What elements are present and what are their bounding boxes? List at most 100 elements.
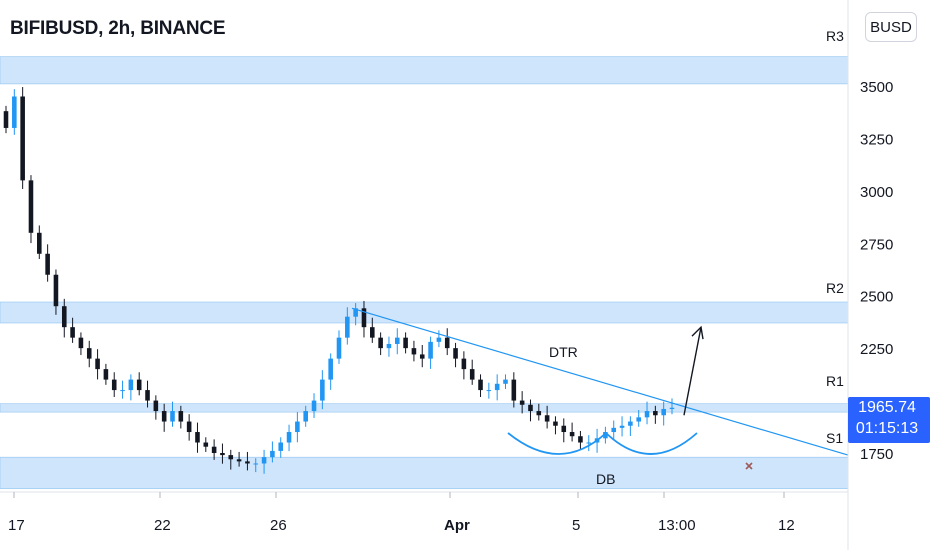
y-tick-label: 2250 <box>860 341 893 358</box>
candle-body <box>603 432 608 439</box>
candle-body <box>245 461 250 464</box>
candle-body <box>636 417 641 422</box>
candle-body <box>170 411 175 422</box>
y-tick-label: 3500 <box>860 79 893 96</box>
candle-body <box>111 379 117 391</box>
candle-body <box>186 421 192 433</box>
zone-labels: R3 R2 R1 S1 <box>826 28 844 446</box>
candle-body <box>536 411 542 416</box>
breakout-arrow <box>683 327 702 416</box>
currency-badge[interactable]: BUSD <box>865 12 917 42</box>
candle-body <box>61 306 67 328</box>
candle-body <box>444 337 450 349</box>
candle-body <box>86 348 92 359</box>
candle-body <box>78 337 84 349</box>
candle-body <box>153 400 159 412</box>
last-price-tag: 1965.74 01:15:13 <box>848 397 930 443</box>
candle-body <box>628 421 633 426</box>
candle-body <box>228 455 234 460</box>
candle-body <box>261 457 267 464</box>
candle-body <box>161 411 167 422</box>
candle-body <box>53 274 59 307</box>
candle-body <box>378 337 383 349</box>
candle-body <box>3 111 9 128</box>
candle-body <box>561 425 567 433</box>
x-tick-label: 5 <box>572 517 580 534</box>
x-tick-label: 22 <box>154 517 171 534</box>
descending-trendline <box>351 307 849 456</box>
last-price-value: 1965.74 <box>858 399 916 416</box>
candle-body <box>220 453 225 456</box>
candle-body <box>178 411 184 422</box>
candle-body <box>669 407 675 409</box>
candle-body <box>20 96 25 181</box>
zone-label-r3: R3 <box>826 28 844 44</box>
candle-body <box>586 442 592 444</box>
candle-body <box>12 96 17 128</box>
y-tick-label: 2500 <box>860 289 893 306</box>
candle-body <box>386 343 392 349</box>
candle-body <box>295 421 300 433</box>
candle-body <box>120 390 125 392</box>
x-tick-label: 12 <box>778 517 795 534</box>
candle-body <box>128 379 134 391</box>
annotation-dtr: DTR <box>549 344 578 360</box>
candle-body <box>503 379 508 384</box>
candle-body <box>303 411 308 422</box>
candle-body <box>286 432 292 443</box>
candle-body <box>528 404 533 412</box>
price-axis[interactable]: 3500 3250 3000 2750 2500 2250 1750 <box>860 79 893 463</box>
double-bottom-arc-right <box>605 432 698 455</box>
candle-body <box>653 411 658 416</box>
candle-body <box>103 369 109 380</box>
candle-body <box>661 408 666 416</box>
candle-body <box>45 253 50 275</box>
candle-body <box>544 415 550 422</box>
candle-body <box>95 358 100 370</box>
annotation-db: DB <box>596 471 615 487</box>
zone-r1 <box>0 403 849 413</box>
candle-body <box>370 327 375 338</box>
candle-body <box>336 337 342 359</box>
candle-body <box>195 432 200 443</box>
candle-body <box>311 400 317 412</box>
candle-body <box>353 308 358 317</box>
bar-countdown: 01:15:13 <box>855 420 919 437</box>
candle-body <box>428 341 433 359</box>
candle-body <box>394 337 400 344</box>
candle-body <box>419 354 425 359</box>
breakout-arrow-head <box>691 325 704 340</box>
candle-body <box>436 337 442 342</box>
zone-label-r1: R1 <box>826 373 844 389</box>
candle-body <box>361 308 367 328</box>
candle-body <box>236 459 242 462</box>
candle-body <box>320 379 325 401</box>
x-tick-label: 26 <box>270 517 287 534</box>
candle-body <box>494 383 500 391</box>
x-tick-label: 17 <box>8 517 25 534</box>
candle-body <box>211 446 217 453</box>
x-marker <box>745 462 753 470</box>
candle-body <box>345 316 350 338</box>
candle-body <box>578 436 583 443</box>
time-axis[interactable]: 17 22 26 Apr 5 13:00 12 <box>8 492 795 534</box>
candles-layer <box>3 87 675 474</box>
candle-body <box>469 369 475 380</box>
x-tick-label: 13:00 <box>658 517 696 534</box>
candle-body <box>328 358 333 380</box>
candle-body <box>619 425 625 428</box>
candle-body <box>278 442 284 451</box>
candle-body <box>453 348 458 359</box>
candle-body <box>37 232 42 254</box>
y-tick-label: 2750 <box>860 236 893 253</box>
x-tick-label: Apr <box>444 517 470 534</box>
candle-body <box>411 348 417 355</box>
candle-body <box>270 450 275 458</box>
y-tick-label: 3250 <box>860 131 893 148</box>
candle-body <box>478 379 483 391</box>
double-bottom-arc-left <box>507 432 607 455</box>
candle-body <box>403 337 408 349</box>
zones-layer <box>0 56 849 489</box>
zone-label-s1: S1 <box>826 430 843 446</box>
